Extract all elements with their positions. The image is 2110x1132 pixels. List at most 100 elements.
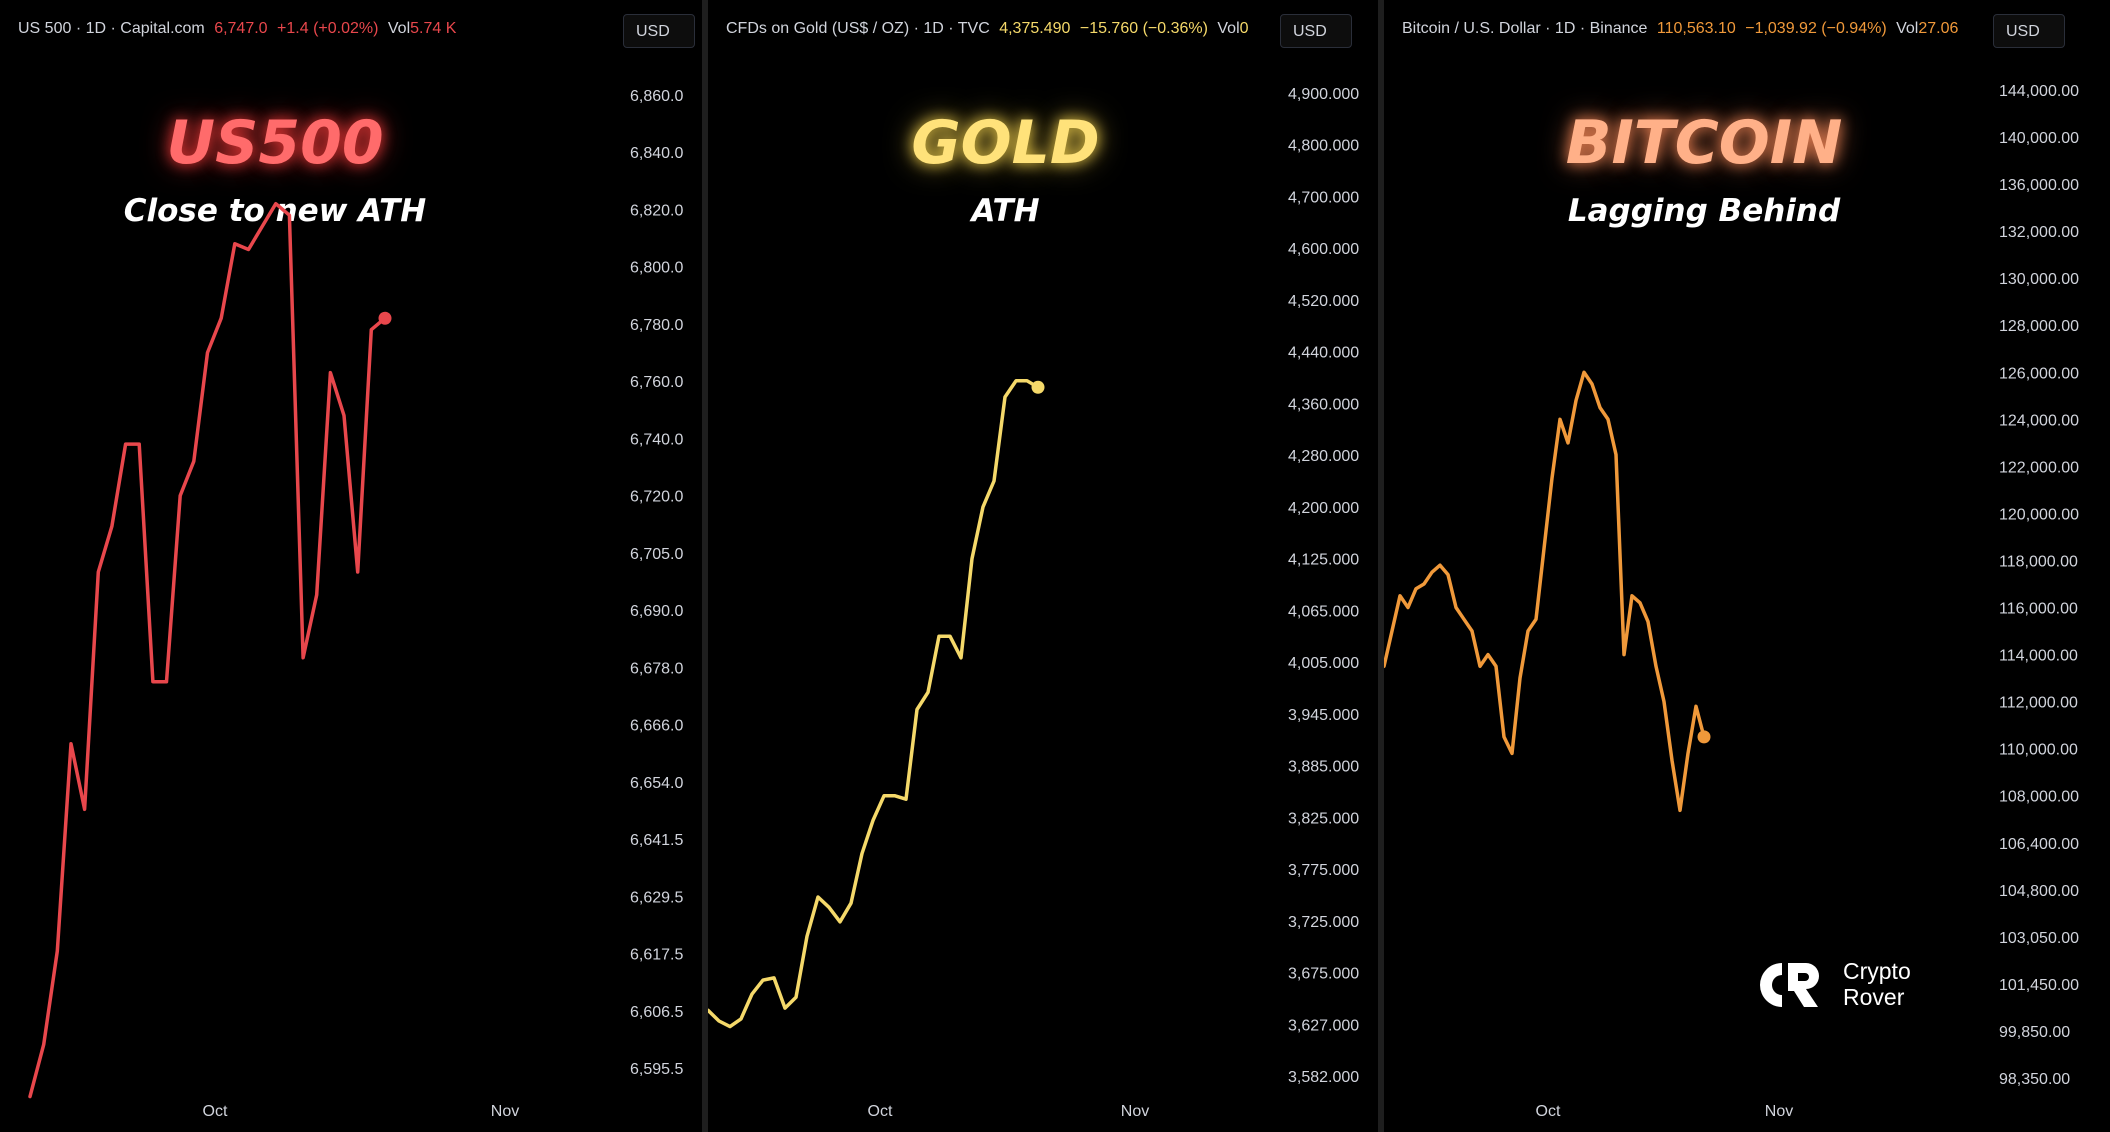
last-price-dot xyxy=(1697,730,1711,744)
price-value: 6,747.0 xyxy=(214,20,268,37)
bitcoin-panel: Bitcoin / U.S. Dollar · 1D · Binance 110… xyxy=(1384,0,2110,1132)
gold-panel: CFDs on Gold (US$ / OZ) · 1D · TVC 4,375… xyxy=(708,0,1378,1132)
y-tick-label: 3,825.000 xyxy=(1288,810,1359,827)
chart-header: Bitcoin / U.S. Dollar · 1D · Binance 110… xyxy=(1402,20,1963,38)
y-tick-label: 4,800.000 xyxy=(1288,138,1359,155)
chart-title: US500 xyxy=(166,108,384,178)
y-tick-label: 140,000.00 xyxy=(1999,130,2079,147)
volume-value: 5.74 K xyxy=(410,20,457,37)
panel-divider xyxy=(1378,0,1384,1132)
us500-line-chart: 6,860.0 6,840.0 6,820.0 6,800.0 6,780.0 6,760… xyxy=(28,88,683,1120)
y-tick-label: 6,654.0 xyxy=(630,775,683,792)
currency-button[interactable]: USD xyxy=(1280,14,1352,48)
y-tick-label: 106,400.00 xyxy=(1999,836,2079,853)
y-tick-label: 6,595.5 xyxy=(630,1061,683,1078)
y-tick-label: 136,000.00 xyxy=(1999,177,2079,194)
x-tick-label: Oct xyxy=(868,1103,893,1120)
y-tick-label: 3,675.000 xyxy=(1288,966,1359,983)
y-tick-label: 3,627.000 xyxy=(1288,1017,1359,1034)
y-tick-label: 104,800.00 xyxy=(1999,883,2079,900)
volume-label: Vol xyxy=(387,20,411,37)
gold-line-chart: 4,900.000 4,800.000 4,700.000 4,600.000 4,52… xyxy=(708,86,1359,1120)
chart-title: GOLD xyxy=(911,108,1100,178)
y-tick-label: 4,900.000 xyxy=(1288,86,1359,103)
chart-subtitle: Lagging Behind xyxy=(1567,193,1841,229)
y-tick-label: 3,582.000 xyxy=(1288,1069,1359,1086)
price-line xyxy=(1384,370,1706,813)
y-tick-label: 4,200.000 xyxy=(1288,500,1359,517)
y-tick-label: 126,000.00 xyxy=(1999,365,2079,382)
price-value: 4,375.490 xyxy=(999,20,1071,37)
y-tick-label: 4,280.000 xyxy=(1288,448,1359,465)
y-tick-label: 110,000.00 xyxy=(1999,742,2078,759)
y-tick-label: 3,885.000 xyxy=(1288,759,1359,776)
price-value: 110,563.10 xyxy=(1656,20,1736,37)
us500-panel: US 500 · 1D · Capital.com 6,747.0 +1.4 (… xyxy=(0,0,702,1132)
chart-title: BITCOIN xyxy=(1565,108,1843,178)
y-tick-label: 116,000.00 xyxy=(1999,601,2078,618)
y-tick-label: 144,000.00 xyxy=(1999,83,2079,100)
panel-divider xyxy=(702,0,708,1132)
symbol-label: Bitcoin / U.S. Dollar · 1D · Binance xyxy=(1402,20,1648,37)
y-tick-label: 6,690.0 xyxy=(630,603,683,620)
volume-label: Vol xyxy=(1896,20,1919,37)
currency-button[interactable]: USD xyxy=(1993,14,2065,48)
y-tick-label: 4,125.000 xyxy=(1288,552,1359,569)
volume-value: 27.06 xyxy=(1918,20,1959,37)
x-tick-label: Oct xyxy=(203,1103,228,1120)
change-value: −15.760 (−0.36%) xyxy=(1079,20,1208,37)
y-tick-label: 112,000.00 xyxy=(1999,695,2078,712)
last-price-dot xyxy=(378,311,392,325)
y-tick-label: 6,629.5 xyxy=(630,889,683,906)
brand-name: Crypto Rover xyxy=(1843,958,1911,1010)
y-tick-label: 6,840.0 xyxy=(630,145,683,162)
y-tick-label: 6,780.0 xyxy=(630,317,683,334)
y-tick-label: 4,065.000 xyxy=(1288,603,1359,620)
price-line xyxy=(28,201,387,1099)
y-tick-label: 3,945.000 xyxy=(1288,707,1359,724)
symbol-label: US 500 · 1D · Capital.com xyxy=(18,20,205,37)
y-tick-label: 120,000.00 xyxy=(1999,506,2079,523)
y-tick-label: 4,700.000 xyxy=(1288,189,1359,206)
y-tick-label: 6,760.0 xyxy=(630,374,683,391)
last-price-dot xyxy=(1031,380,1045,394)
x-tick-label: Nov xyxy=(1121,1103,1149,1120)
y-tick-label: 4,600.000 xyxy=(1288,241,1359,258)
y-tick-label: 4,520.000 xyxy=(1288,293,1359,310)
x-tick-label: Nov xyxy=(1765,1103,1793,1120)
y-tick-label: 6,800.0 xyxy=(630,260,683,277)
symbol-label: CFDs on Gold (US$ / OZ) · 1D · TVC xyxy=(726,20,990,37)
y-tick-label: 99,850.00 xyxy=(1999,1024,2070,1041)
y-tick-label: 103,050.00 xyxy=(1999,930,2079,947)
y-tick-label: 130,000.00 xyxy=(1999,271,2079,288)
price-line xyxy=(708,379,1040,1029)
y-tick-label: 98,350.00 xyxy=(1999,1071,2070,1088)
brand-line-1: Crypto xyxy=(1843,958,1911,984)
y-tick-label: 6,705.0 xyxy=(630,546,683,563)
bitcoin-line-chart: 144,000.00 140,000.00 136,000.00 132,000.00… xyxy=(1384,83,2079,1120)
y-tick-label: 6,606.5 xyxy=(630,1004,683,1021)
brand-line-2: Rover xyxy=(1843,984,1905,1010)
crypto-rover-logo xyxy=(1760,963,1819,1007)
x-tick-label: Nov xyxy=(491,1103,519,1120)
change-value: +1.4 (+0.02%) xyxy=(277,20,379,37)
currency-button[interactable]: USD xyxy=(623,14,695,48)
volume-value: 0 xyxy=(1239,20,1249,37)
y-tick-label: 4,360.000 xyxy=(1288,396,1359,413)
y-tick-label: 6,641.5 xyxy=(630,832,683,849)
y-tick-label: 128,000.00 xyxy=(1999,318,2079,335)
chart-header: CFDs on Gold (US$ / OZ) · 1D · TVC 4,375… xyxy=(726,20,1254,38)
y-tick-label: 6,678.0 xyxy=(630,660,683,677)
y-tick-label: 132,000.00 xyxy=(1999,224,2079,241)
y-tick-label: 3,775.000 xyxy=(1288,862,1359,879)
y-tick-label: 108,000.00 xyxy=(1999,789,2079,806)
y-tick-label: 6,720.0 xyxy=(630,489,683,506)
change-value: −1,039.92 (−0.94%) xyxy=(1745,20,1887,37)
y-tick-label: 6,740.0 xyxy=(630,431,683,448)
y-tick-label: 122,000.00 xyxy=(1999,459,2079,476)
y-tick-label: 6,820.0 xyxy=(630,202,683,219)
chart-header: US 500 · 1D · Capital.com 6,747.0 +1.4 (… xyxy=(18,20,461,38)
y-tick-label: 124,000.00 xyxy=(1999,412,2079,429)
y-tick-label: 6,666.0 xyxy=(630,718,683,735)
y-tick-label: 3,725.000 xyxy=(1288,914,1359,931)
